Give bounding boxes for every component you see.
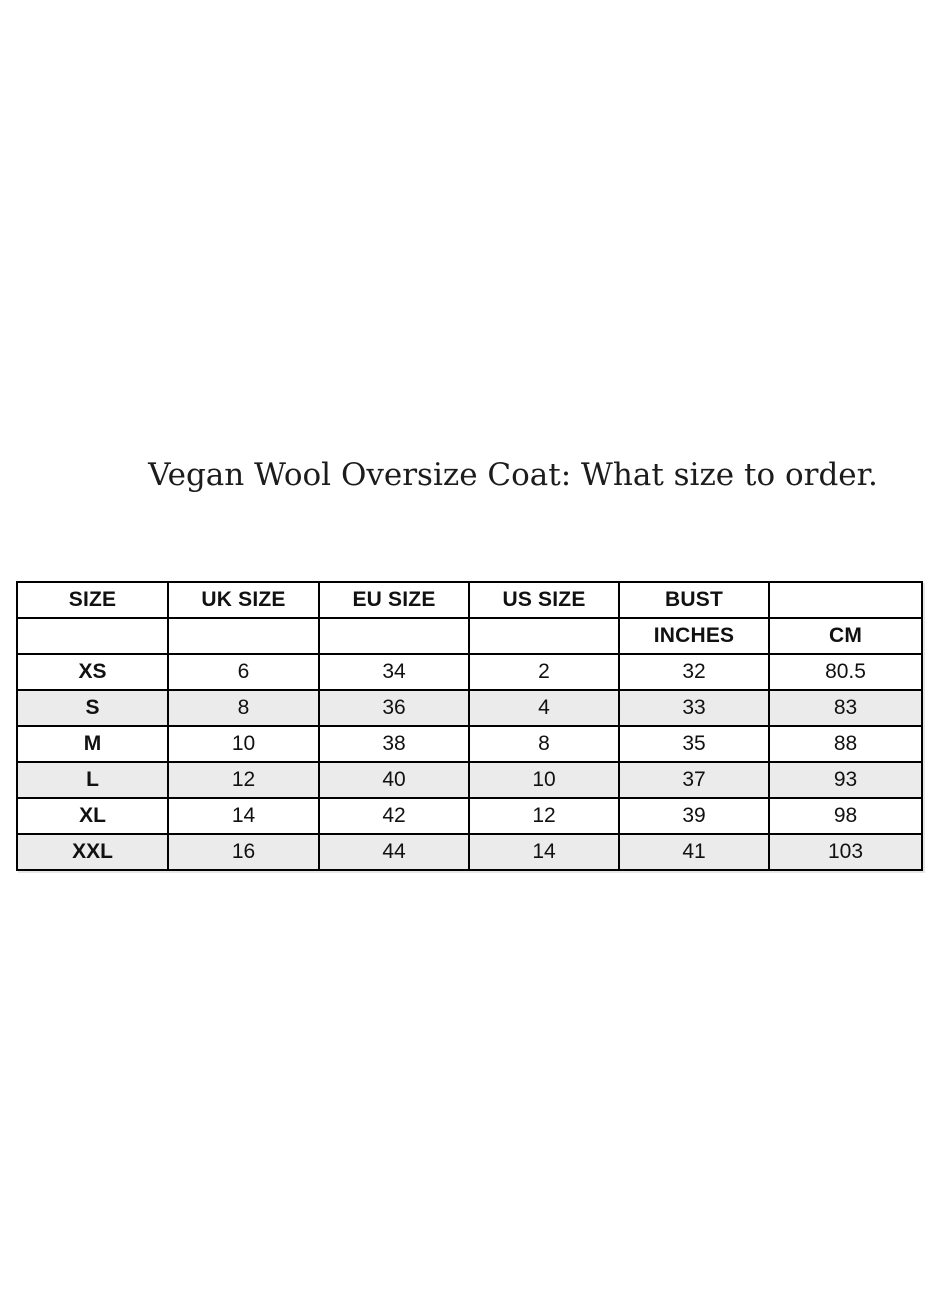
- subheader-blank-uk: [167, 617, 320, 655]
- cell-bust-cm: 93: [768, 761, 923, 799]
- cell-uk-size: 8: [167, 689, 320, 727]
- subheader-blank-us: [468, 617, 620, 655]
- cell-size: XXL: [16, 833, 169, 871]
- cell-uk-size: 12: [167, 761, 320, 799]
- subheader-cm: CM: [768, 617, 923, 655]
- cell-eu-size: 34: [318, 653, 470, 691]
- cell-bust-inches: 37: [618, 761, 770, 799]
- cell-bust-inches: 35: [618, 725, 770, 763]
- table-row-xl: XL 14 42 12 39 98: [16, 797, 923, 835]
- cell-eu-size: 36: [318, 689, 470, 727]
- cell-us-size: 2: [468, 653, 620, 691]
- cell-size: M: [16, 725, 169, 763]
- cell-size: L: [16, 761, 169, 799]
- cell-bust-cm: 80.5: [768, 653, 923, 691]
- cell-eu-size: 38: [318, 725, 470, 763]
- table-row-m: M 10 38 8 35 88: [16, 725, 923, 763]
- cell-bust-cm: 98: [768, 797, 923, 835]
- header-size: SIZE: [16, 581, 169, 619]
- header-us-size: US SIZE: [468, 581, 620, 619]
- page-title: Vegan Wool Oversize Coat: What size to o…: [148, 457, 878, 493]
- subheader-row: INCHES CM: [16, 617, 923, 655]
- header-eu-size: EU SIZE: [318, 581, 470, 619]
- subheader-blank-size: [16, 617, 169, 655]
- table-row-s: S 8 36 4 33 83: [16, 689, 923, 727]
- table-row-l: L 12 40 10 37 93: [16, 761, 923, 799]
- cell-bust-cm: 83: [768, 689, 923, 727]
- cell-eu-size: 42: [318, 797, 470, 835]
- cell-uk-size: 16: [167, 833, 320, 871]
- cell-uk-size: 6: [167, 653, 320, 691]
- cell-size: S: [16, 689, 169, 727]
- cell-size: XS: [16, 653, 169, 691]
- cell-uk-size: 10: [167, 725, 320, 763]
- cell-eu-size: 44: [318, 833, 470, 871]
- cell-us-size: 14: [468, 833, 620, 871]
- subheader-inches: INCHES: [618, 617, 770, 655]
- cell-size: XL: [16, 797, 169, 835]
- subheader-blank-eu: [318, 617, 470, 655]
- cell-bust-cm: 88: [768, 725, 923, 763]
- cell-bust-inches: 39: [618, 797, 770, 835]
- header-blank-cell: [768, 581, 923, 619]
- cell-bust-inches: 41: [618, 833, 770, 871]
- cell-us-size: 8: [468, 725, 620, 763]
- cell-us-size: 12: [468, 797, 620, 835]
- cell-bust-cm: 103: [768, 833, 923, 871]
- header-uk-size: UK SIZE: [167, 581, 320, 619]
- table-row-xxl: XXL 16 44 14 41 103: [16, 833, 923, 871]
- cell-us-size: 4: [468, 689, 620, 727]
- size-chart-table: SIZE UK SIZE EU SIZE US SIZE BUST INCHES…: [16, 581, 923, 871]
- table-row-xs: XS 6 34 2 32 80.5: [16, 653, 923, 691]
- cell-us-size: 10: [468, 761, 620, 799]
- cell-bust-inches: 33: [618, 689, 770, 727]
- header-bust: BUST: [618, 581, 770, 619]
- cell-bust-inches: 32: [618, 653, 770, 691]
- header-row: SIZE UK SIZE EU SIZE US SIZE BUST: [16, 581, 923, 619]
- cell-eu-size: 40: [318, 761, 470, 799]
- cell-uk-size: 14: [167, 797, 320, 835]
